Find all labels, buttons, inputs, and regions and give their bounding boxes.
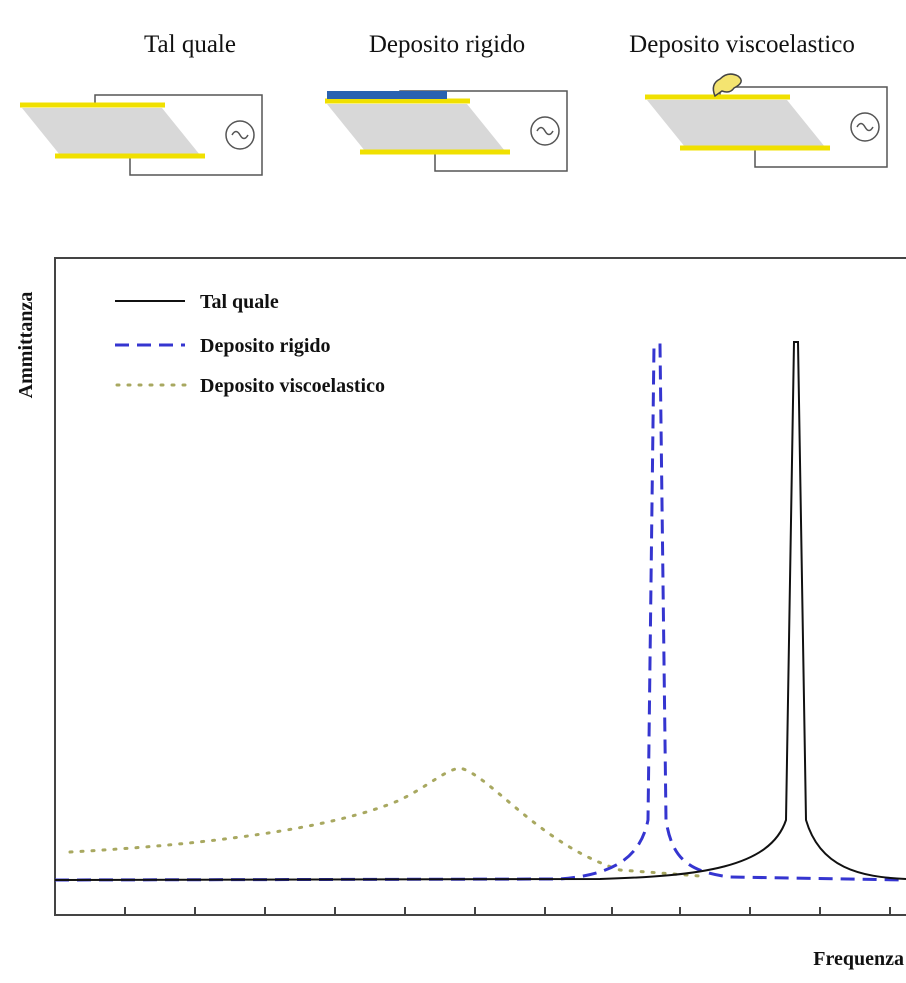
legend-label: Tal quale (200, 291, 279, 313)
ticks (124, 907, 891, 915)
cell-label: Deposito viscoelastico (629, 31, 855, 58)
curve-viscoelastic (68, 766, 702, 878)
cell-icon (645, 73, 887, 167)
cell-icon (20, 95, 262, 175)
cell-icon (325, 91, 567, 171)
x-axis-label: Frequenza (813, 948, 904, 970)
curve-bare (54, 341, 906, 881)
plot-frame (54, 257, 906, 916)
curve-rigid (54, 343, 906, 882)
legend-label: Deposito rigido (200, 335, 331, 357)
cell-label: Tal quale (144, 31, 236, 58)
legend-label: Deposito viscoelastico (200, 375, 385, 397)
y-axis-label: Ammittanza (15, 292, 37, 399)
cell-label: Deposito rigido (369, 31, 525, 58)
